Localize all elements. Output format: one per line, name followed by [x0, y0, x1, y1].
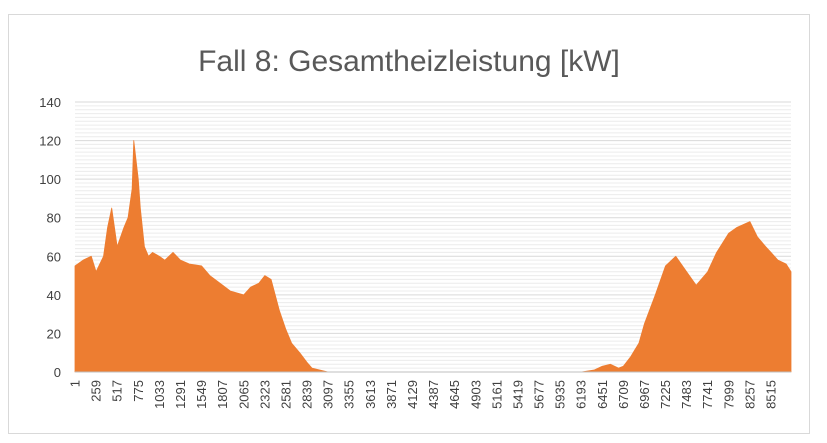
x-tick-label: 6967: [637, 380, 652, 409]
x-tick-label: 259: [89, 380, 104, 402]
y-tick-label: 20: [47, 326, 61, 341]
x-tick-label: 2581: [278, 380, 293, 409]
x-tick-label: 3097: [321, 380, 336, 409]
x-tick-labels: 1 259 517 775 1033 1291 1549 1807 2065 2323 2581 28…: [68, 380, 779, 409]
y-tick-label: 60: [47, 249, 61, 264]
x-tick-label: 4645: [447, 380, 462, 409]
x-tick-label: 4903: [468, 380, 483, 409]
x-tick-label: 3613: [363, 380, 378, 409]
x-tick-label: 7741: [700, 380, 715, 409]
y-tick-label: 100: [39, 172, 61, 187]
x-tick-label: 4129: [405, 380, 420, 409]
x-tick-label: 2839: [300, 380, 315, 409]
y-tick-label: 140: [39, 95, 61, 110]
x-tick-label: 2065: [236, 380, 251, 409]
chart-frame: Fall 8: Gesamtheizleistung [kW] 0 20 40 60 8…: [8, 14, 810, 434]
x-tick-label: 4387: [426, 380, 441, 409]
x-tick-label: 2323: [257, 380, 272, 409]
x-tick-label: 5935: [553, 380, 568, 409]
x-tick-label: 6451: [595, 380, 610, 409]
y-tick-label: 0: [54, 365, 61, 380]
x-tick-label: 7483: [679, 380, 694, 409]
x-tick-label: 3355: [342, 380, 357, 409]
x-tick-label: 8515: [764, 380, 779, 409]
x-tick-label: 8257: [742, 380, 757, 409]
x-tick-label: 1291: [173, 380, 188, 409]
x-tick-label: 517: [110, 380, 125, 402]
x-tick-label: 1549: [194, 380, 209, 409]
x-tick-label: 5419: [510, 380, 525, 409]
x-tick-label: 3871: [384, 380, 399, 409]
x-tick-label: 1033: [152, 380, 167, 409]
y-tick-labels: 0 20 40 60 80 100 120 140: [39, 95, 61, 380]
x-tick-label: 1807: [215, 380, 230, 409]
y-tick-label: 40: [47, 288, 61, 303]
x-tick-label: 5677: [532, 380, 547, 409]
x-tick-label: 6709: [616, 380, 631, 409]
x-tick-label: 7999: [721, 380, 736, 409]
area-series-0: [74, 140, 792, 373]
x-tick-label: 5161: [489, 380, 504, 409]
x-tick-label: 1: [68, 380, 83, 387]
x-tick-label: 6193: [574, 380, 589, 409]
chart-title: Fall 8: Gesamtheizleistung [kW]: [198, 45, 620, 78]
x-tick-label: 775: [131, 380, 146, 402]
y-tick-label: 120: [39, 134, 61, 149]
x-tick-label: 7225: [658, 380, 673, 409]
y-tick-label: 80: [47, 211, 61, 226]
area-layer: [74, 140, 792, 373]
chart-svg: Fall 8: Gesamtheizleistung [kW] 0 20 40 60 8…: [39, 45, 792, 409]
